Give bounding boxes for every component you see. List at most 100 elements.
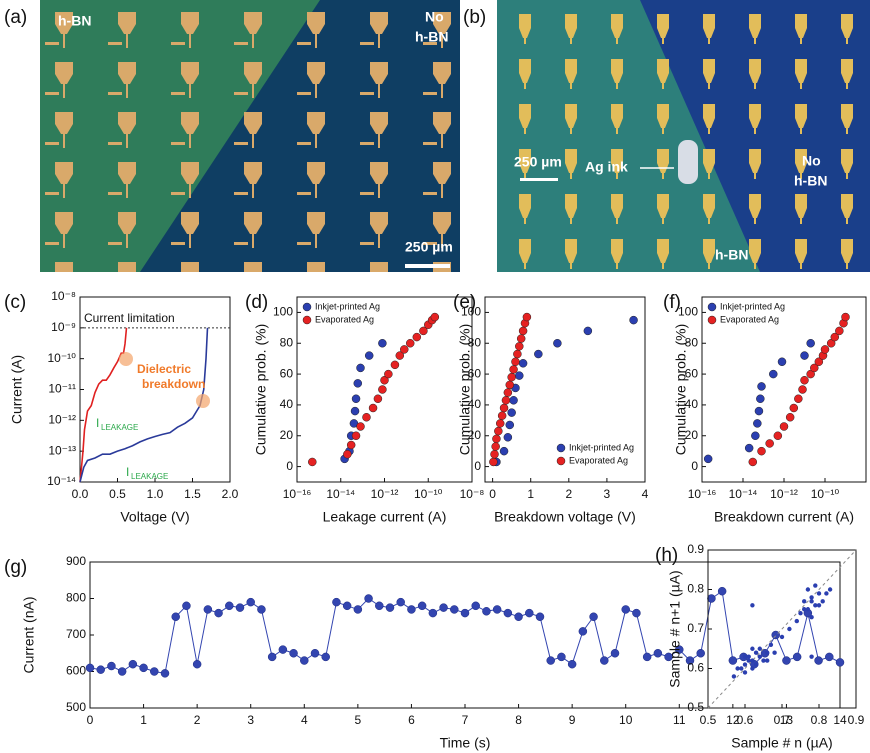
data-point <box>502 396 510 404</box>
x-axis-title: Time (s) <box>440 735 491 751</box>
data-point <box>118 668 126 676</box>
data-point <box>406 339 414 347</box>
legend-marker <box>303 316 311 324</box>
data-point <box>547 657 555 665</box>
legend-marker <box>708 303 716 311</box>
data-point <box>836 658 844 666</box>
y-tick-label: 600 <box>66 664 86 678</box>
data-point <box>790 404 798 412</box>
x-tick-label: 4 <box>301 713 308 727</box>
y-axis-title: Cumulative prob. (%) <box>253 324 269 456</box>
x-tick-label: 1.0 <box>147 487 164 501</box>
x-tick-label: 10⁻¹⁶ <box>688 487 717 501</box>
data-point <box>799 386 807 394</box>
data-point <box>308 458 316 466</box>
data-point <box>247 598 255 606</box>
data-point <box>750 603 754 607</box>
y-tick-label: 500 <box>66 700 86 714</box>
data-point <box>842 313 850 321</box>
panel-label: (b) <box>463 7 486 28</box>
data-point <box>654 649 662 657</box>
y-tick-label: 60 <box>280 366 294 380</box>
data-point <box>225 602 233 610</box>
data-point <box>150 668 158 676</box>
x-tick-label: 10⁻¹⁰ <box>811 487 840 501</box>
image-text: h-BN <box>794 173 827 189</box>
x-tick-label: 0.7 <box>774 713 791 727</box>
data-point <box>809 595 813 599</box>
image-text: No <box>425 9 444 25</box>
data-point <box>86 664 94 672</box>
y-tick-label: 10⁻¹³ <box>48 443 76 457</box>
x-tick-label: 1 <box>527 487 534 501</box>
legend-label: Evaporated Ag <box>315 314 374 324</box>
data-point <box>352 432 360 440</box>
data-point <box>236 604 244 612</box>
data-point <box>461 609 469 617</box>
annotation: I <box>126 465 129 479</box>
x-tick-label: 2.0 <box>222 487 239 501</box>
scale-bar-label: 250 µm <box>405 239 453 255</box>
x-tick-label: 0.5 <box>109 487 126 501</box>
data-point <box>375 602 383 610</box>
data-point <box>801 376 809 384</box>
data-point <box>750 666 754 670</box>
data-point <box>743 662 747 666</box>
data-point <box>756 395 764 403</box>
data-point <box>622 605 630 613</box>
data-point <box>513 350 521 358</box>
y-tick-label: 100 <box>678 305 698 319</box>
image-text: No <box>802 153 821 169</box>
data-point <box>378 339 386 347</box>
data-point <box>718 587 726 595</box>
y-tick-label: 0.5 <box>687 700 704 714</box>
data-point <box>772 651 776 655</box>
data-point <box>749 458 757 466</box>
x-tick-label: 10⁻¹⁰ <box>414 487 443 501</box>
image-text: h-BN <box>415 29 448 45</box>
data-point <box>821 599 825 603</box>
y-tick-label: 10⁻⁹ <box>51 320 76 334</box>
data-point <box>519 359 527 367</box>
data-point <box>782 657 790 665</box>
x-tick-label: 7 <box>462 713 469 727</box>
data-point <box>429 609 437 617</box>
panel-label: (c) <box>4 292 26 313</box>
x-tick-label: 0.0 <box>72 487 89 501</box>
data-point <box>489 458 497 466</box>
x-axis-title: Leakage current (A) <box>323 509 447 525</box>
data-point <box>354 605 362 613</box>
y-tick-label: 0.9 <box>687 542 704 556</box>
data-point <box>510 396 518 404</box>
x-tick-label: 9 <box>569 713 576 727</box>
data-point <box>204 605 212 613</box>
legend-label: Inkjet-printed Ag <box>569 442 634 452</box>
annotation: Dielectric <box>137 362 191 376</box>
data-point <box>611 649 619 657</box>
data-line <box>90 591 840 673</box>
y-tick-label: 10⁻¹⁴ <box>47 474 76 488</box>
data-point <box>786 413 794 421</box>
y-tick-label: 10⁻¹² <box>48 413 76 427</box>
annotation: Current limitation <box>84 311 175 325</box>
panel-label: (g) <box>4 557 27 578</box>
data-point <box>568 660 576 668</box>
x-tick-label: 0.5 <box>700 713 717 727</box>
y-tick-label: 900 <box>66 554 86 568</box>
x-tick-label: 10⁻¹⁴ <box>326 487 355 501</box>
data-point <box>590 613 598 621</box>
data-point <box>365 595 373 603</box>
data-point <box>798 611 802 615</box>
annotation-sub: LEAKAGE <box>101 423 138 432</box>
data-point <box>745 444 753 452</box>
data-point <box>343 602 351 610</box>
data-point <box>482 607 490 615</box>
y-axis-title: Cumulative prob. (%) <box>673 324 689 456</box>
y-tick-label: 80 <box>280 335 294 349</box>
data-point <box>806 587 810 591</box>
data-point <box>739 666 743 670</box>
data-point <box>765 658 769 662</box>
data-line <box>80 328 127 482</box>
data-point <box>802 607 806 611</box>
data-point <box>378 386 386 394</box>
